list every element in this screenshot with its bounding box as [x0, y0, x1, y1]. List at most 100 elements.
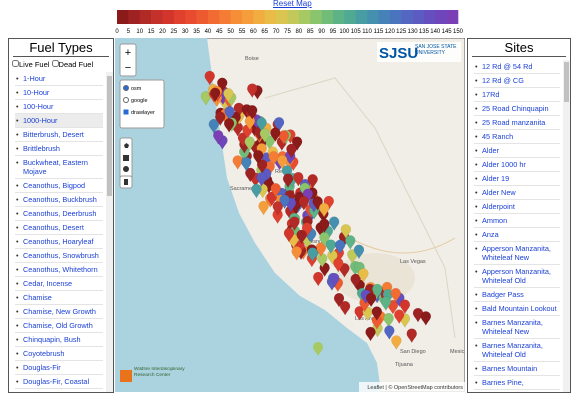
list-item[interactable]: 17Rd [474, 88, 560, 102]
site-marker[interactable] [286, 143, 297, 159]
site-marker[interactable] [406, 328, 417, 344]
list-item[interactable]: Ceanothus, Snowbrush [15, 249, 103, 263]
site-marker[interactable] [329, 272, 340, 288]
site-marker[interactable] [293, 172, 304, 187]
site-marker[interactable] [259, 128, 271, 143]
site-marker[interactable] [420, 311, 432, 326]
list-item[interactable]: Ceanothus, Whitethorn [15, 263, 103, 277]
site-marker[interactable] [371, 306, 383, 321]
site-marker[interactable] [244, 115, 256, 131]
site-marker[interactable] [339, 301, 351, 316]
site-marker[interactable] [339, 263, 350, 278]
list-item[interactable]: Barnes Manzanita, Whiteleaf New [474, 316, 560, 339]
scrollbar[interactable] [106, 72, 113, 392]
site-marker[interactable] [283, 227, 295, 243]
site-marker[interactable] [279, 194, 290, 210]
site-marker[interactable] [209, 87, 221, 103]
site-marker[interactable] [272, 201, 284, 216]
site-marker[interactable] [273, 117, 285, 132]
site-marker[interactable] [318, 202, 330, 218]
zoom-out[interactable]: − [125, 62, 131, 74]
site-marker[interactable] [224, 106, 235, 121]
site-marker[interactable] [319, 218, 330, 234]
checkbox[interactable] [12, 60, 19, 67]
list-item[interactable]: Barnes Pine, [474, 376, 560, 390]
scroll-thumb[interactable] [564, 62, 569, 102]
list-item[interactable]: 10-Hour [15, 86, 103, 100]
list-item[interactable]: 25 Road Chinquapin [474, 102, 560, 116]
list-item[interactable]: 100-Hour [15, 100, 103, 114]
site-marker[interactable] [256, 172, 267, 187]
site-marker[interactable] [307, 247, 318, 262]
site-marker[interactable] [215, 111, 226, 127]
list-item[interactable]: Bald Mountain Lookout [474, 302, 560, 316]
site-marker[interactable] [200, 91, 212, 106]
list-item[interactable]: Apperson Manzanita, Whiteleaf Old [474, 265, 560, 288]
site-marker[interactable] [278, 130, 289, 145]
site-marker[interactable] [333, 257, 344, 273]
site-marker[interactable] [245, 167, 256, 183]
list-item[interactable]: Anza [474, 228, 560, 242]
list-item[interactable]: Chinquapin, Bush [15, 333, 103, 347]
site-marker[interactable] [353, 244, 365, 260]
site-marker[interactable] [232, 155, 243, 170]
list-item[interactable]: Ammon [474, 214, 560, 228]
list-item[interactable]: Ceanothus, Desert [15, 221, 103, 235]
rectangle-tool[interactable] [123, 155, 129, 161]
site-marker[interactable] [241, 156, 252, 172]
list-item[interactable]: Ceanothus, Deerbrush [15, 207, 103, 221]
site-marker[interactable] [251, 183, 262, 199]
circle-tool[interactable] [123, 166, 129, 172]
list-item[interactable]: 1-Hour [15, 72, 103, 86]
site-marker[interactable] [223, 88, 234, 103]
attribution[interactable]: Leaflet | © OpenStreetMap contributors [367, 384, 463, 391]
site-marker[interactable] [233, 102, 245, 118]
site-marker[interactable] [390, 287, 401, 303]
site-marker[interactable] [391, 335, 402, 350]
site-marker[interactable] [358, 268, 369, 283]
site-marker[interactable] [277, 155, 288, 170]
list-item[interactable]: 45 Ranch [474, 130, 560, 144]
site-marker[interactable] [365, 326, 376, 342]
site-marker[interactable] [204, 70, 215, 86]
site-marker[interactable] [258, 200, 269, 216]
site-marker[interactable] [315, 242, 327, 257]
scroll-thumb[interactable] [107, 76, 112, 196]
site-marker[interactable] [340, 224, 352, 239]
site-marker[interactable] [345, 235, 356, 250]
site-marker[interactable] [380, 296, 392, 311]
list-item[interactable]: Barnes Mountain [474, 362, 560, 376]
site-marker[interactable] [384, 325, 395, 340]
checkbox[interactable] [51, 60, 59, 67]
site-marker[interactable] [313, 271, 324, 287]
site-marker[interactable] [256, 159, 268, 174]
site-marker[interactable] [334, 239, 346, 255]
site-marker[interactable] [298, 196, 310, 211]
list-item[interactable]: 12 Rd @ CG [474, 74, 560, 88]
site-marker[interactable] [256, 117, 267, 132]
site-marker[interactable] [291, 246, 302, 261]
site-marker[interactable] [393, 309, 405, 325]
radio[interactable] [123, 97, 129, 103]
site-marker[interactable] [244, 136, 255, 152]
site-marker[interactable] [365, 292, 377, 308]
site-marker[interactable] [328, 216, 340, 232]
scrollbar[interactable] [563, 60, 570, 392]
list-item[interactable]: 25 Road manzanita [474, 116, 560, 130]
list-item[interactable]: Chamise, Old Growth [15, 319, 103, 333]
list-item[interactable]: Chamise, New Growth [15, 305, 103, 319]
list-item[interactable]: 1000-Hour [15, 114, 103, 128]
site-marker[interactable] [333, 293, 345, 308]
list-item[interactable]: Ceanothus, Hoaryleaf [15, 235, 103, 249]
list-item[interactable]: Badger Pass [474, 288, 560, 302]
list-item[interactable]: Cedar, Incense [15, 277, 103, 291]
site-marker[interactable] [247, 105, 258, 120]
list-item[interactable]: Alder New [474, 186, 560, 200]
site-marker[interactable] [313, 342, 323, 356]
list-item[interactable]: Ceanothus, Bigpod [15, 179, 103, 193]
site-marker[interactable] [347, 249, 358, 264]
site-marker[interactable] [282, 173, 294, 189]
list-item[interactable]: Apperson Manzanita, Whiteleaf New [474, 242, 560, 265]
site-marker[interactable] [383, 313, 394, 328]
checkbox[interactable] [123, 109, 129, 115]
